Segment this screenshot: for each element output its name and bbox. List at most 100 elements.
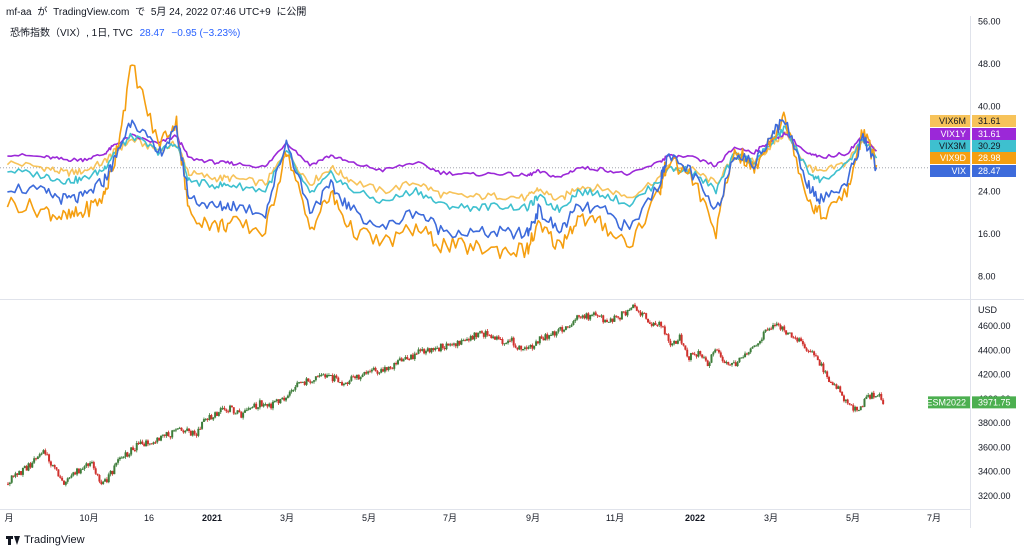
candle bbox=[118, 456, 121, 461]
candle-body bbox=[686, 349, 689, 357]
candle bbox=[712, 351, 715, 357]
candle bbox=[591, 313, 594, 317]
candle-body bbox=[656, 324, 659, 326]
badge-vix: VIX 28.47 bbox=[930, 165, 1016, 177]
candle-body bbox=[342, 383, 345, 386]
candle bbox=[320, 373, 323, 377]
candle-body bbox=[98, 474, 101, 482]
series-line-vix9d[interactable] bbox=[6, 64, 878, 260]
candle bbox=[499, 336, 502, 341]
candle bbox=[563, 329, 566, 333]
candle-body bbox=[660, 322, 663, 327]
candle bbox=[245, 407, 248, 412]
candle-body bbox=[665, 334, 668, 336]
candle bbox=[322, 373, 325, 376]
candle-body bbox=[503, 343, 506, 345]
candle bbox=[120, 456, 123, 459]
candle bbox=[436, 345, 439, 349]
candle-body bbox=[624, 311, 627, 316]
candle bbox=[404, 355, 407, 360]
candle-body bbox=[658, 322, 661, 326]
candle bbox=[167, 430, 170, 437]
candle-body bbox=[273, 401, 276, 403]
candle-body bbox=[747, 352, 750, 355]
candle bbox=[393, 362, 396, 371]
candle bbox=[686, 347, 689, 358]
candle-body bbox=[217, 412, 220, 416]
candle bbox=[251, 406, 254, 409]
candle-body bbox=[816, 356, 819, 360]
symbol-title[interactable]: 恐怖指数（VIX）, 1日, TVC bbox=[10, 28, 133, 39]
candle-body bbox=[268, 403, 271, 407]
candle-body bbox=[152, 442, 155, 444]
candle-body bbox=[839, 386, 842, 392]
candle-body bbox=[243, 410, 246, 413]
candle-body bbox=[581, 315, 584, 318]
candle bbox=[376, 370, 379, 376]
candle bbox=[31, 461, 34, 469]
series-line-vix3m[interactable] bbox=[7, 125, 878, 213]
candle-body bbox=[798, 338, 801, 342]
candle-body bbox=[447, 343, 450, 346]
candle bbox=[785, 330, 788, 336]
candle bbox=[620, 310, 623, 320]
candle bbox=[619, 317, 622, 322]
series-line-vix[interactable] bbox=[7, 118, 878, 240]
badge-series-value: 3971.75 bbox=[978, 397, 1011, 407]
candle-body bbox=[605, 320, 608, 322]
candle-body bbox=[251, 406, 254, 408]
candle bbox=[764, 329, 767, 334]
author-name[interactable]: mf-aa bbox=[6, 7, 32, 18]
candle bbox=[303, 380, 306, 386]
candle bbox=[738, 357, 741, 364]
candle bbox=[828, 375, 831, 383]
site-name[interactable]: TradingView.com bbox=[53, 7, 130, 18]
candle-body bbox=[257, 407, 260, 409]
candle bbox=[173, 429, 176, 432]
candle-body bbox=[760, 339, 763, 342]
candle-body bbox=[801, 341, 804, 345]
candle bbox=[180, 427, 183, 432]
candle-body bbox=[490, 335, 493, 339]
candle-body bbox=[324, 374, 327, 378]
chart-canvas[interactable]: 56.0048.0040.0032.0024.0016.008.00VIX6M3… bbox=[0, 0, 1024, 530]
candle bbox=[775, 321, 778, 327]
candle bbox=[238, 408, 241, 413]
candle-body bbox=[96, 473, 99, 475]
candle-body bbox=[850, 404, 853, 406]
candle bbox=[661, 325, 664, 328]
candle-body bbox=[367, 371, 370, 374]
candle bbox=[701, 354, 704, 359]
candle bbox=[387, 366, 390, 372]
header-particle-de: で bbox=[135, 7, 146, 18]
candle-body bbox=[107, 474, 110, 483]
candle-body bbox=[34, 458, 37, 460]
candle-body bbox=[454, 343, 457, 347]
candle bbox=[760, 337, 763, 344]
candle-body bbox=[130, 447, 133, 455]
candle-body bbox=[790, 332, 793, 338]
candle bbox=[98, 474, 101, 484]
candle-body bbox=[734, 362, 737, 367]
series-line-vix1y[interactable] bbox=[7, 131, 878, 178]
candle bbox=[831, 381, 834, 386]
candle-body bbox=[577, 315, 580, 317]
candle-body bbox=[594, 312, 597, 316]
candle-body bbox=[145, 440, 148, 447]
candle bbox=[201, 421, 204, 430]
candle-body bbox=[835, 384, 838, 389]
candle bbox=[105, 477, 108, 484]
candle-body bbox=[396, 360, 399, 365]
candle-body bbox=[555, 331, 558, 336]
candle-body bbox=[74, 472, 77, 475]
candle bbox=[361, 373, 364, 378]
candle bbox=[861, 405, 864, 408]
candle-body bbox=[613, 315, 616, 322]
candle-body bbox=[826, 371, 829, 378]
candle-body bbox=[238, 410, 241, 412]
candle-body bbox=[536, 341, 539, 344]
candle bbox=[469, 334, 472, 342]
candle bbox=[111, 470, 114, 476]
candle-body bbox=[298, 382, 301, 384]
candle bbox=[635, 305, 638, 312]
